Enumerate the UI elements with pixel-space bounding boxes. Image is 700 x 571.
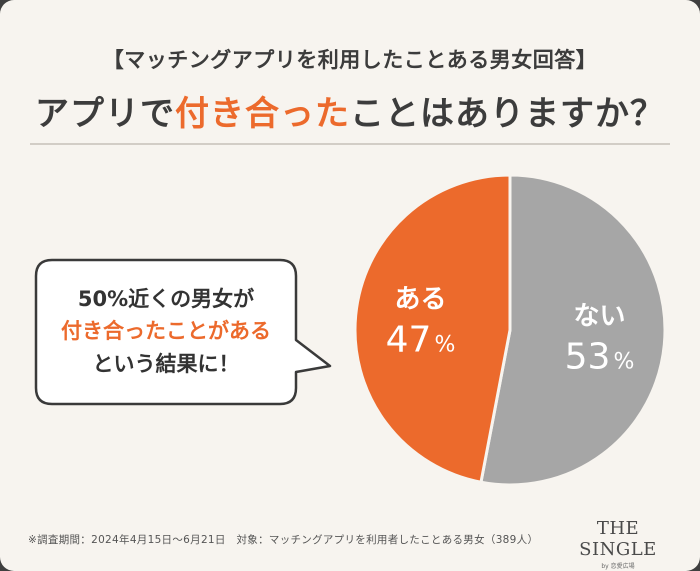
speech-bubble-shape	[34, 258, 332, 406]
title-prefix: アプリで	[35, 94, 175, 134]
page-title: アプリで付き合ったことはありますか？	[0, 86, 700, 135]
survey-subtitle: 【マッチングアプリを利用したことある男女回答】	[102, 48, 598, 72]
pie-slice-label-2: ある	[394, 285, 446, 315]
title-divider	[30, 143, 670, 145]
pie-slice-value-1: 53%	[565, 336, 635, 377]
brand-logo: THE SINGLE by 恋愛広場	[558, 518, 678, 570]
callout-text: 50%近くの男女が 付き合ったことがある という結果に！	[34, 258, 298, 405]
callout-line-2: 付き合ったことがある	[61, 319, 271, 344]
pie-slice-1	[479, 173, 667, 487]
speech-bubble: 50%近くの男女が 付き合ったことがある という結果に！	[34, 258, 334, 418]
callout-line-3: という結果に！	[92, 351, 240, 376]
pie-chart: ない 53 % ある 47%	[353, 173, 667, 487]
survey-footnote: ※調査期間：2024年4月15日～6月21日 対象：マッチングアプリを利用者した…	[28, 534, 539, 546]
callout-line-1: 50%近くの男女が	[77, 286, 255, 311]
brand-logo-name: THE SINGLE	[579, 518, 657, 560]
pie-slice-2	[353, 173, 512, 485]
brand-logo-sub: by 恋愛広場	[601, 563, 635, 570]
pie-slice-value-2: 47%	[386, 320, 456, 361]
pie-slice-label-1: ない	[573, 301, 625, 331]
title-highlight: 付き合った	[175, 94, 350, 134]
title-suffix: ことはありますか？	[350, 94, 665, 134]
